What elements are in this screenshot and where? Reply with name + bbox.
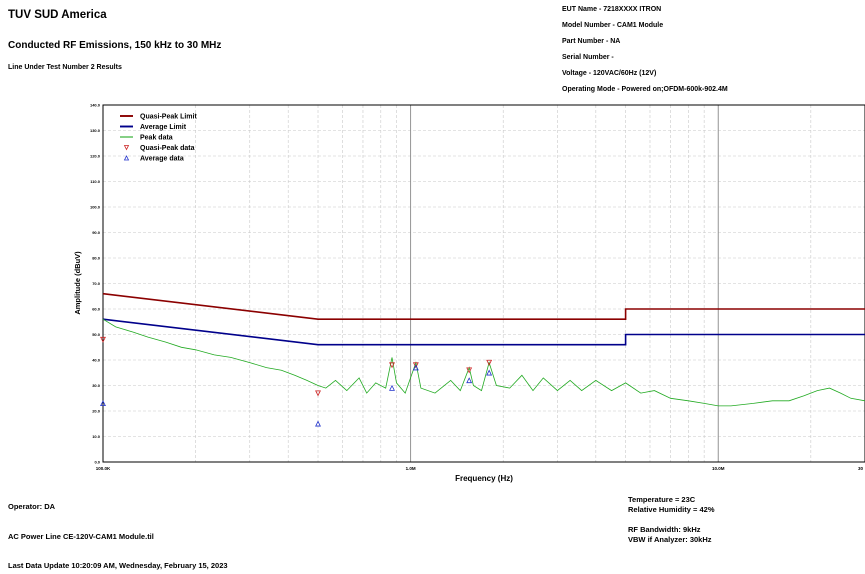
serial-number: Serial Number -: [562, 54, 614, 61]
legend-swatch-quasi-peak-data: [123, 145, 130, 151]
y-tick-label: 10.0: [92, 434, 101, 439]
y-tick-label: 40.0: [92, 358, 101, 363]
chart-grid: [103, 104, 865, 463]
quasi-peak-data-marker: [389, 362, 395, 369]
average-data-marker: [100, 400, 106, 407]
operator-label: Operator: DA: [8, 502, 56, 511]
y-tick-label: 120.0: [90, 154, 101, 159]
eut-name: EUT Name - 7218XXXX ITRON: [562, 6, 662, 13]
rf-bandwidth: RF Bandwidth: 9kHz: [628, 525, 701, 534]
x-tick-label: 10.0M: [712, 466, 725, 471]
chart-legend: Quasi-Peak Limit Average Limit Peak data Qu…: [120, 114, 197, 163]
last-update: Last Data Update 10:20:09 AM, Wednesday,…: [8, 561, 228, 570]
x-tick-label: 30: [858, 466, 864, 471]
x-axis-label: Frequency (Hz): [455, 474, 513, 483]
line-under-test-label: Line Under Test Number 2 Results: [8, 64, 122, 71]
voltage: Voltage - 120VAC/60Hz (12V): [562, 70, 657, 77]
y-tick-label: 100.0: [90, 205, 101, 210]
y-tick-label: 140.0: [90, 103, 101, 108]
quasi-peak-data-marker: [466, 367, 473, 374]
humidity: Relative Humidity = 42%: [628, 505, 715, 514]
y-axis-ticks: 0.0 10.0 20.0 30.0 40.0 50.0 60.0 70.0 80.0 90.0 1…: [90, 103, 101, 465]
plot-frame: [102, 104, 865, 463]
part-number: Part Number - NA: [562, 38, 621, 45]
x-tick-label: 100.0K: [96, 466, 111, 471]
y-tick-label: 60.0: [92, 307, 101, 312]
average-limit-line: [102, 318, 865, 346]
series-layer: [100, 292, 865, 427]
y-tick-label: 110.0: [90, 179, 101, 184]
y-tick-label: 90.0: [92, 230, 101, 235]
quasi-peak-data-marker: [412, 362, 419, 369]
operating-mode: Operating Mode - Powered on;OFDM-600k-90…: [562, 86, 728, 93]
average-data-marker: [315, 420, 321, 427]
legend-label-quasi-peak-limit: Quasi-Peak Limit: [140, 114, 197, 121]
y-axis-label: Amplitude (dBuV): [73, 251, 82, 315]
quasi-peak-limit-line: [102, 292, 865, 320]
y-tick-label: 0.0: [94, 460, 100, 465]
average-data-marker: [466, 377, 473, 384]
quasi-peak-data-marker: [486, 359, 493, 366]
legend-swatch-average-data: [123, 155, 130, 161]
y-tick-label: 50.0: [92, 332, 101, 337]
legend-label-quasi-peak-data: Quasi-Peak data: [140, 145, 195, 152]
legend-label-average-limit: Average Limit: [140, 124, 187, 131]
legend-label-average-data: Average data: [140, 156, 184, 163]
average-data-marker: [412, 364, 419, 371]
model-number: Model Number - CAM1 Module: [562, 22, 664, 29]
average-data-marker: [486, 369, 493, 376]
report-subtitle: Conducted RF Emissions, 150 kHz to 30 MH…: [8, 40, 222, 51]
y-tick-label: 80.0: [92, 256, 101, 261]
quasi-peak-data-marker: [315, 390, 321, 397]
quasi-peak-data-marker: [100, 336, 106, 343]
vbw: VBW if Analyzer: 30kHz: [628, 535, 712, 544]
y-tick-label: 30.0: [92, 383, 101, 388]
temperature: Temperature = 23C: [628, 495, 696, 504]
legend-label-peak-data: Peak data: [140, 135, 173, 142]
y-tick-label: 20.0: [92, 409, 101, 414]
y-tick-label: 70.0: [92, 281, 101, 286]
x-axis-ticks: 100.0K 1.0M 10.0M 30: [96, 466, 864, 471]
y-tick-label: 130.0: [90, 128, 101, 133]
file-name: AC Power Line CE-120V-CAM1 Module.til: [8, 532, 154, 541]
company-title: TUV SUD America: [8, 9, 107, 21]
average-data-marker: [389, 384, 395, 391]
x-tick-label: 1.0M: [406, 466, 416, 471]
